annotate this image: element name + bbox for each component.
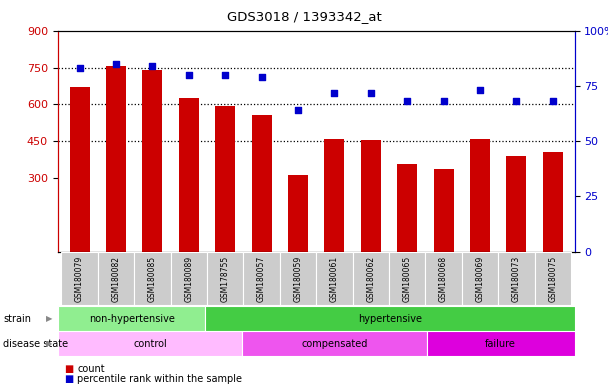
Point	[293, 107, 303, 113]
Bar	[58, 331, 243, 356]
Bar	[280, 252, 316, 305]
Text: percentile rank within the sample: percentile rank within the sample	[77, 374, 242, 384]
Point	[511, 98, 521, 104]
Text: GSM180069: GSM180069	[475, 256, 485, 302]
Text: GSM180075: GSM180075	[548, 256, 557, 302]
Bar	[98, 252, 134, 305]
Bar	[207, 252, 243, 305]
Text: strain: strain	[3, 313, 31, 324]
Bar	[243, 252, 280, 305]
Text: GSM180082: GSM180082	[111, 256, 120, 302]
Bar	[324, 139, 344, 252]
Bar	[427, 331, 575, 356]
Bar	[106, 66, 126, 252]
Text: GDS3018 / 1393342_at: GDS3018 / 1393342_at	[227, 10, 381, 23]
Bar	[426, 252, 461, 305]
Bar	[534, 252, 571, 305]
Text: GSM180068: GSM180068	[439, 256, 448, 302]
Point	[402, 98, 412, 104]
Point	[330, 89, 339, 96]
Point	[75, 65, 85, 71]
Bar	[361, 140, 381, 252]
Bar	[61, 252, 98, 305]
Text: ▶: ▶	[46, 339, 53, 348]
Bar	[288, 175, 308, 252]
Point	[184, 72, 193, 78]
Point	[548, 98, 558, 104]
Bar	[470, 139, 490, 252]
Text: failure: failure	[485, 339, 516, 349]
Bar	[543, 152, 563, 252]
Text: GSM180062: GSM180062	[366, 256, 375, 302]
Bar	[434, 169, 454, 252]
Text: control: control	[133, 339, 167, 349]
Bar	[389, 252, 426, 305]
Bar	[58, 306, 206, 331]
Text: GSM180089: GSM180089	[184, 256, 193, 302]
Point	[366, 89, 376, 96]
Text: count: count	[77, 364, 105, 374]
Bar	[506, 156, 527, 252]
Text: GSM180065: GSM180065	[402, 256, 412, 302]
Bar	[142, 70, 162, 252]
Bar	[171, 252, 207, 305]
Text: non-hypertensive: non-hypertensive	[89, 313, 174, 324]
Bar	[461, 252, 498, 305]
Bar	[252, 115, 272, 252]
Point	[439, 98, 449, 104]
Bar	[498, 252, 534, 305]
Text: ▶: ▶	[46, 314, 53, 323]
Bar	[243, 331, 427, 356]
Text: GSM180073: GSM180073	[512, 256, 521, 302]
Text: ■: ■	[64, 374, 73, 384]
Text: disease state: disease state	[3, 339, 68, 349]
Bar	[206, 306, 575, 331]
Text: GSM180057: GSM180057	[257, 256, 266, 302]
Text: compensated: compensated	[302, 339, 368, 349]
Text: ■: ■	[64, 364, 73, 374]
Text: GSM180061: GSM180061	[330, 256, 339, 302]
Text: GSM178755: GSM178755	[221, 256, 230, 302]
Text: GSM180079: GSM180079	[75, 256, 84, 302]
Bar	[215, 106, 235, 252]
Bar	[134, 252, 171, 305]
Point	[220, 72, 230, 78]
Bar	[179, 98, 199, 252]
Bar	[397, 164, 417, 252]
Point	[111, 61, 121, 67]
Bar	[316, 252, 353, 305]
Text: GSM180085: GSM180085	[148, 256, 157, 302]
Bar	[353, 252, 389, 305]
Point	[148, 63, 157, 69]
Text: GSM180059: GSM180059	[294, 256, 302, 302]
Bar	[69, 87, 89, 252]
Point	[257, 74, 266, 80]
Point	[475, 87, 485, 93]
Text: hypertensive: hypertensive	[358, 313, 422, 324]
